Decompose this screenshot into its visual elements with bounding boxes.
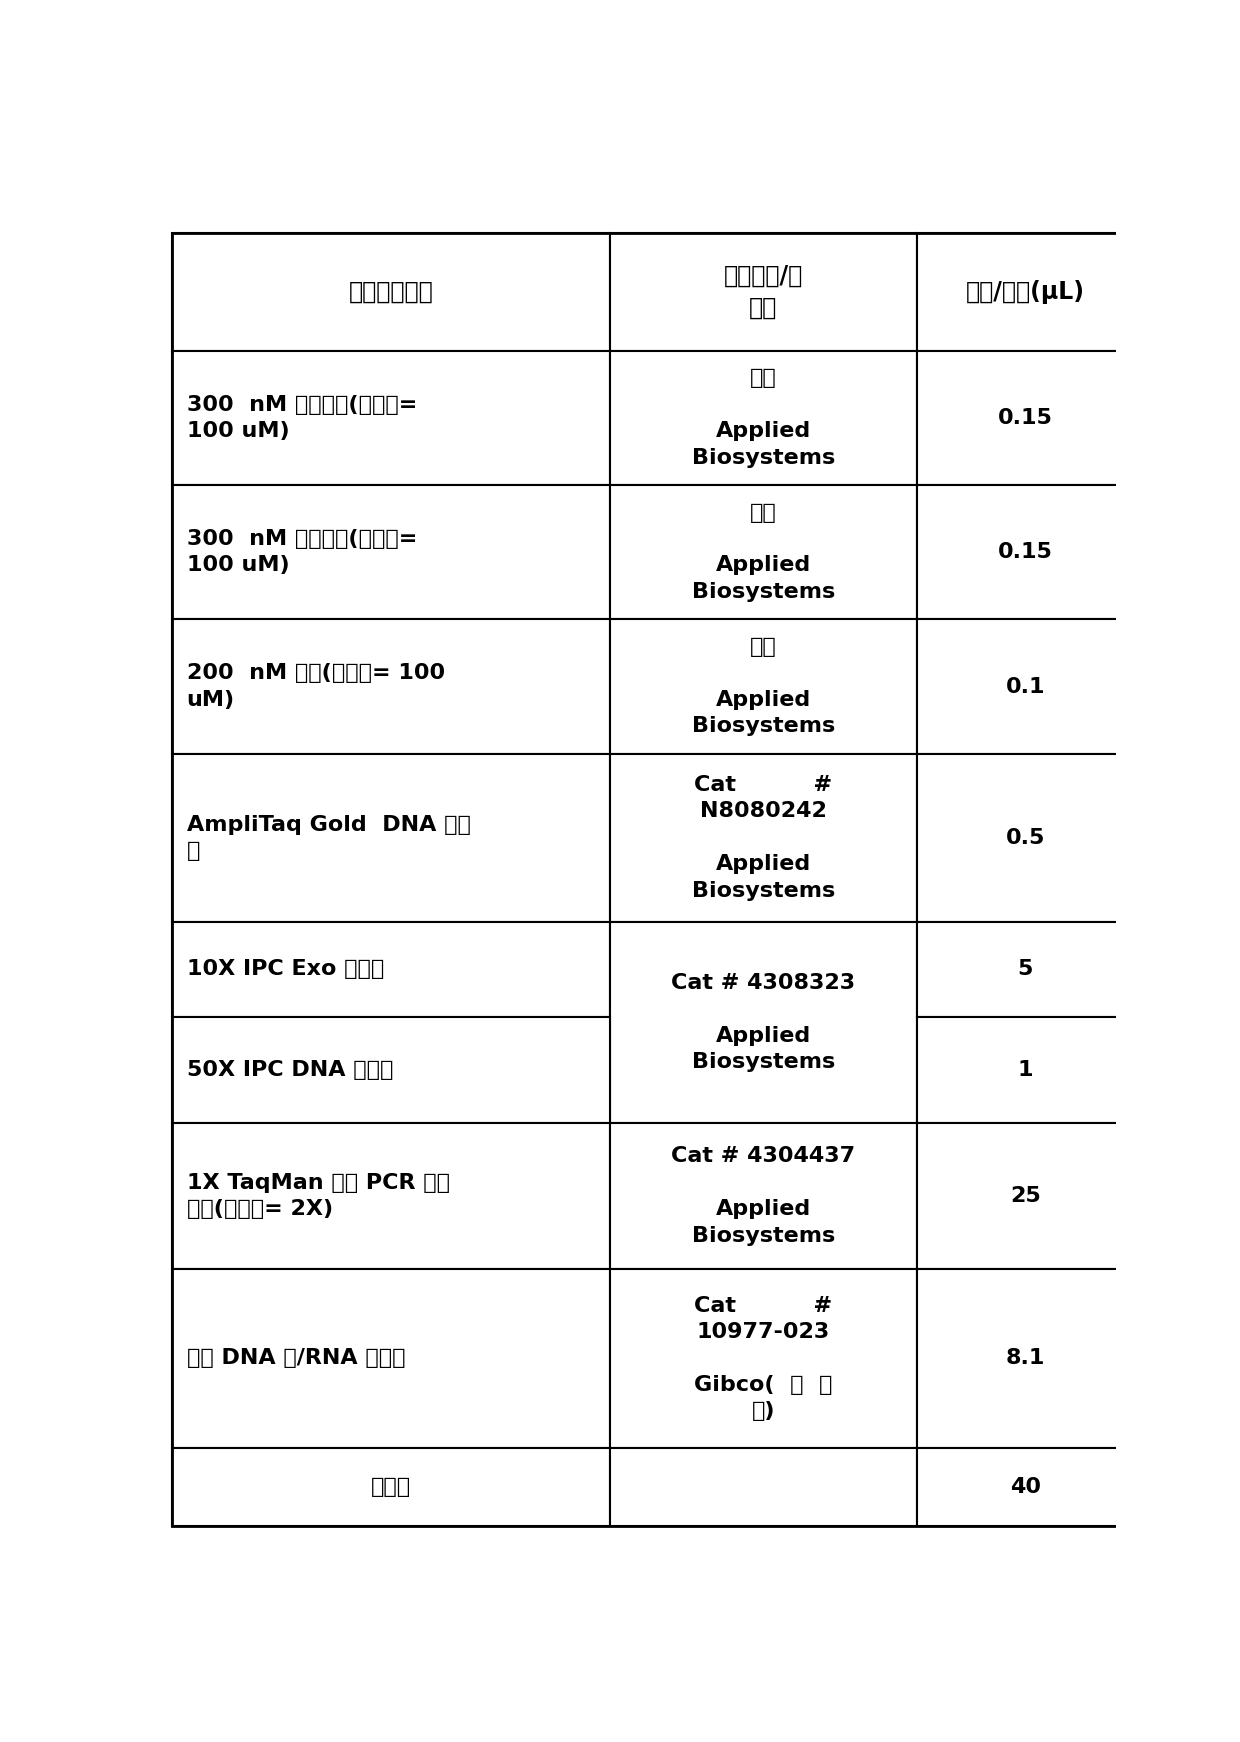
Text: 300  nM 正向引物(储备液=
100 uM): 300 nM 正向引物(储备液= 100 uM): [187, 395, 417, 441]
Text: 25: 25: [1009, 1186, 1040, 1205]
Text: 0.1: 0.1: [1006, 676, 1045, 697]
Bar: [918, 1017, 1133, 1124]
Text: 0.5: 0.5: [1006, 827, 1045, 848]
Text: 体积/反应(μL): 体积/反应(μL): [966, 280, 1085, 303]
Bar: [172, 754, 610, 922]
Bar: [610, 484, 918, 620]
Bar: [610, 1268, 918, 1448]
Bar: [918, 1448, 1133, 1526]
Text: Cat          #
N8080242

Applied
Biosystems: Cat # N8080242 Applied Biosystems: [692, 775, 835, 901]
Bar: [918, 1124, 1133, 1268]
Text: 0.15: 0.15: [998, 542, 1053, 563]
Bar: [918, 922, 1133, 1017]
Text: 目录编号/制
造商: 目录编号/制 造商: [724, 265, 804, 321]
Bar: [610, 1124, 918, 1268]
Text: 0.15: 0.15: [998, 408, 1053, 429]
Bar: [610, 1448, 918, 1526]
Text: 300  nM 反向引物(储备液=
100 uM): 300 nM 反向引物(储备液= 100 uM): [187, 530, 417, 575]
Text: 200  nM 探针(储备液= 100
uM): 200 nM 探针(储备液= 100 uM): [187, 664, 445, 709]
Bar: [172, 1448, 610, 1526]
Bar: [610, 350, 918, 484]
Text: AmpliTaq Gold  DNA 聚合
酶: AmpliTaq Gold DNA 聚合 酶: [187, 815, 471, 861]
Bar: [172, 922, 610, 1017]
Text: 10X IPC Exo 混合物: 10X IPC Exo 混合物: [187, 960, 384, 979]
Text: 定制

Applied
Biosystems: 定制 Applied Biosystems: [692, 503, 835, 601]
Bar: [918, 1268, 1133, 1448]
Bar: [918, 484, 1133, 620]
Text: 定制

Applied
Biosystems: 定制 Applied Biosystems: [692, 638, 835, 737]
Bar: [918, 620, 1133, 754]
Bar: [610, 233, 918, 350]
Text: Cat # 4304437

Applied
Biosystems: Cat # 4304437 Applied Biosystems: [671, 1146, 856, 1246]
Text: 定制

Applied
Biosystems: 定制 Applied Biosystems: [692, 368, 835, 467]
Text: 1: 1: [1018, 1061, 1033, 1080]
Text: 总体积: 总体积: [371, 1477, 410, 1496]
Bar: [172, 1124, 610, 1268]
Text: 50X IPC DNA 混合物: 50X IPC DNA 混合物: [187, 1061, 393, 1080]
Text: 5: 5: [1018, 960, 1033, 979]
Bar: [918, 350, 1133, 484]
Bar: [172, 484, 610, 620]
Text: 最终主混合物: 最终主混合物: [348, 280, 433, 303]
Text: 不含 DNA 酶/RNA 酶的水: 不含 DNA 酶/RNA 酶的水: [187, 1348, 405, 1367]
Text: 1X TaqMan 通用 PCR 主混
合物(储备液= 2X): 1X TaqMan 通用 PCR 主混 合物(储备液= 2X): [187, 1172, 450, 1219]
Text: 8.1: 8.1: [1006, 1348, 1045, 1367]
Bar: [918, 233, 1133, 350]
Text: Cat          #
10977-023

Gibco(  或  类
似): Cat # 10977-023 Gibco( 或 类 似): [694, 1296, 832, 1421]
Bar: [172, 350, 610, 484]
Bar: [172, 233, 610, 350]
Text: 40: 40: [1009, 1477, 1040, 1496]
Bar: [610, 620, 918, 754]
Bar: [610, 754, 918, 922]
Bar: [918, 754, 1133, 922]
Bar: [610, 922, 918, 1124]
Bar: [172, 1268, 610, 1448]
Bar: [172, 1017, 610, 1124]
Text: Cat # 4308323

Applied
Biosystems: Cat # 4308323 Applied Biosystems: [671, 972, 856, 1071]
Bar: [172, 620, 610, 754]
